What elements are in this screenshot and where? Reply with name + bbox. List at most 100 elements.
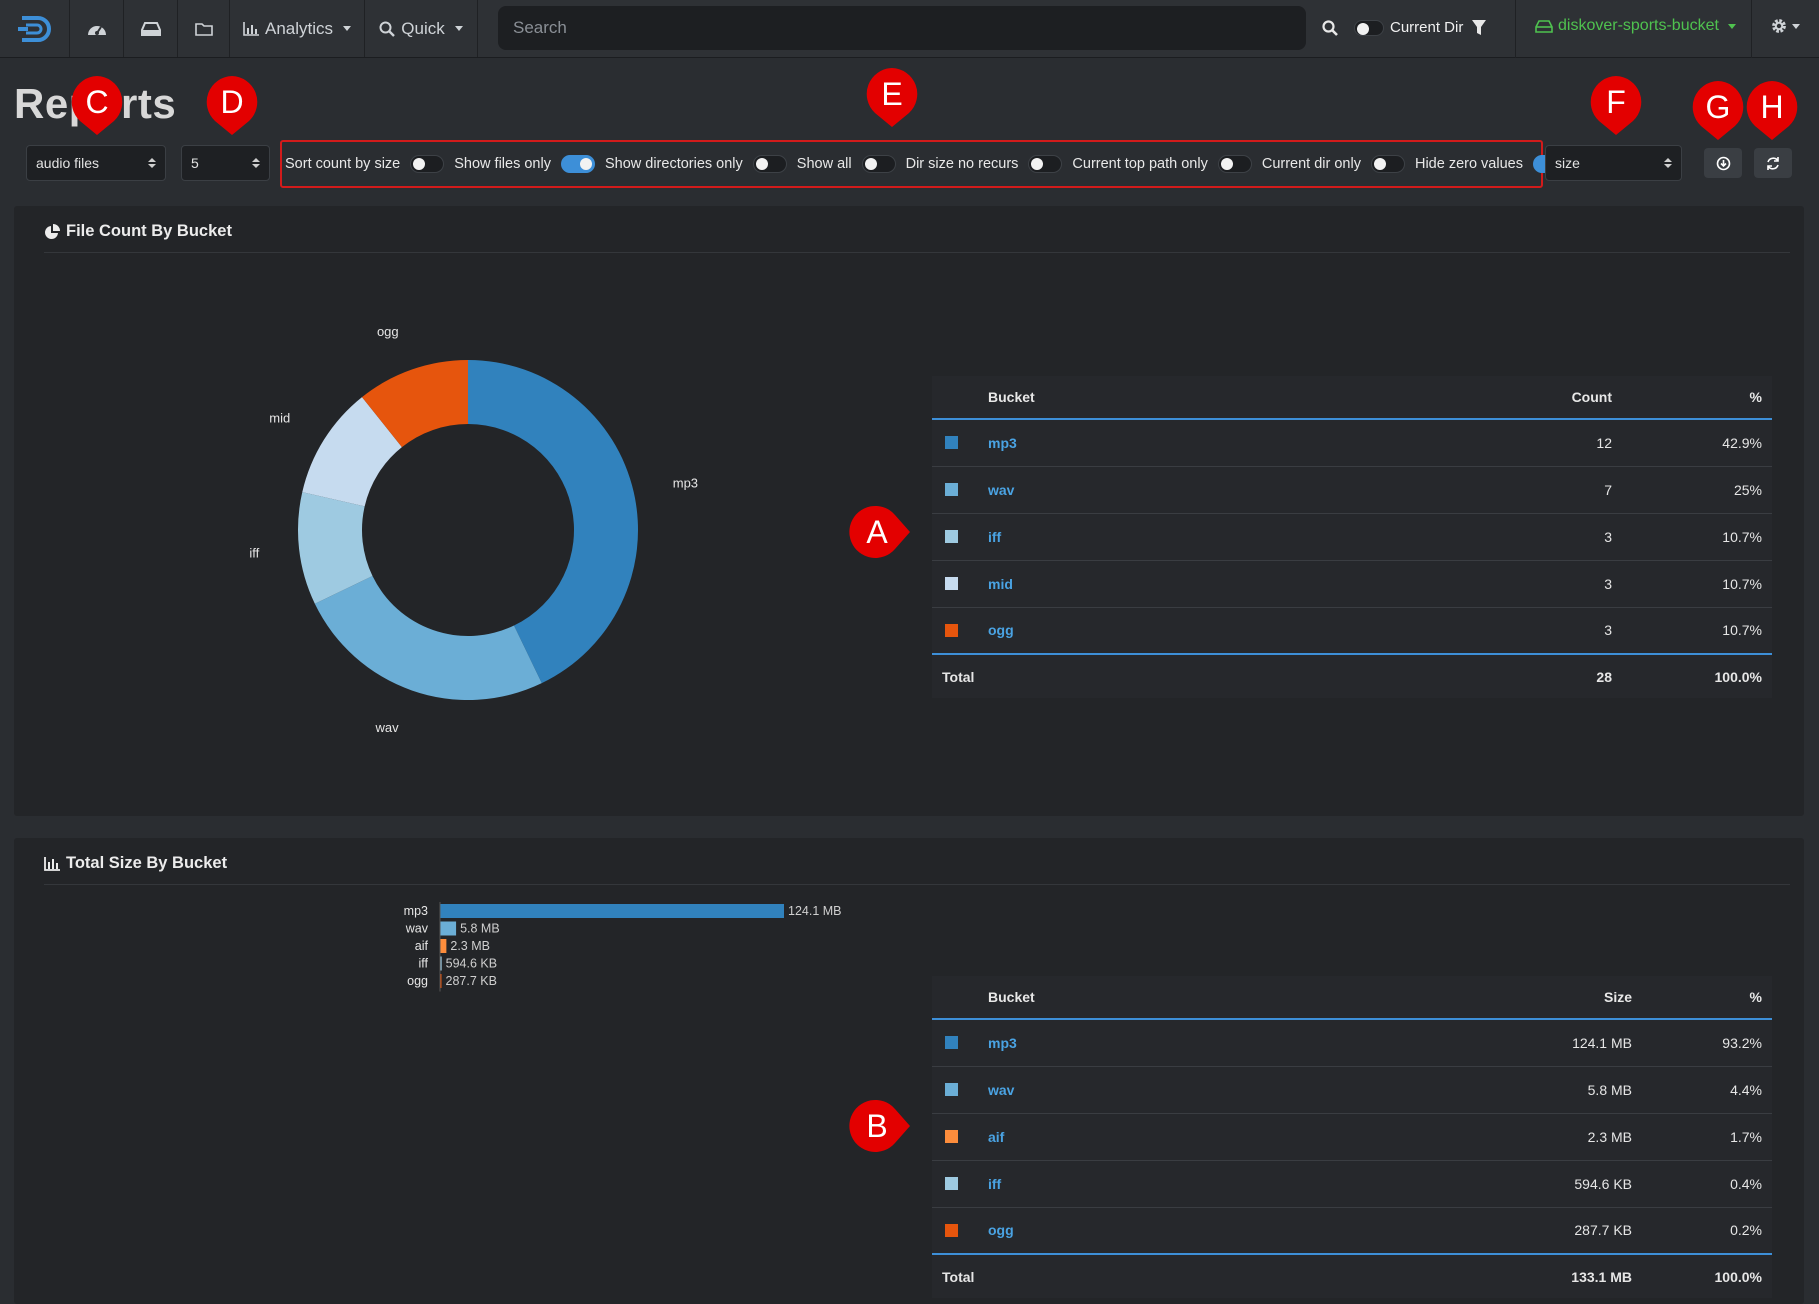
pct-cell: 25%	[1612, 466, 1772, 514]
value-cell: 124.1 MB	[1267, 1019, 1632, 1067]
table-row: mp3 124.1 MB 93.2%	[932, 1019, 1772, 1067]
report-type-select[interactable]: audio files	[26, 145, 166, 181]
pct-cell: 4.4%	[1632, 1066, 1772, 1114]
bar-mp3[interactable]	[440, 904, 784, 918]
filter-icon[interactable]	[1472, 20, 1486, 36]
option-toggle-switch[interactable]	[861, 155, 896, 173]
total-size-title: Total Size By Bucket	[66, 854, 228, 872]
donut-label: iff	[249, 546, 259, 561]
refresh-button[interactable]	[1754, 148, 1792, 178]
option-toggle[interactable]: Sort count by size	[285, 155, 445, 173]
bucket-link[interactable]: ogg	[988, 622, 1014, 639]
bar-value-label: 287.7 KB	[446, 974, 497, 988]
total-size-bar-chart: mp3 124.1 MB wav 5.8 MB aif 2.3 MB iff 594.6 KB…	[404, 902, 842, 992]
color-swatch	[945, 436, 958, 450]
pct-cell: 0.4%	[1632, 1160, 1772, 1208]
total-label: Total	[932, 1253, 1268, 1298]
table-row: wav 7 25%	[932, 466, 1772, 514]
value-cell: 594.6 KB	[1267, 1160, 1632, 1208]
sort-by-select[interactable]: size	[1545, 145, 1682, 181]
bucket-link[interactable]: iff	[988, 1175, 1002, 1192]
total-label: Total	[932, 653, 1323, 698]
option-toggle[interactable]: Current top path only	[1072, 155, 1252, 173]
refresh-icon	[1767, 156, 1779, 170]
total-size: 133.1 MB	[1267, 1253, 1632, 1298]
search-icon[interactable]	[1322, 20, 1338, 36]
option-toggle-label: Dir size no recurs	[905, 156, 1019, 172]
current-dir-switch[interactable]	[1354, 19, 1384, 36]
option-toggle[interactable]: Dir size no recurs	[906, 155, 1063, 173]
bar-value-label: 5.8 MB	[460, 922, 500, 936]
bucket-link[interactable]: mp3	[988, 1034, 1017, 1051]
bar-aif[interactable]	[440, 939, 447, 953]
donut-slice-mid[interactable]	[302, 397, 402, 507]
bucket-label: diskover-sports-bucket	[1558, 17, 1719, 34]
total-pct: 100.0%	[1612, 653, 1772, 698]
top-n-select[interactable]: 5	[181, 145, 270, 181]
donut-label: wav	[375, 720, 400, 735]
file-count-table: Bucket Count % mp3 12 42.9% wav 7 25% iff 3 10.7…	[932, 376, 1772, 698]
folder-icon	[194, 22, 213, 36]
option-toggle-switch[interactable]	[1217, 155, 1252, 173]
hdd-icon	[1535, 19, 1553, 33]
option-toggle-switch[interactable]	[410, 155, 445, 173]
dashboard-nav[interactable]	[70, 0, 124, 57]
annotation-marker-f: F	[1587, 73, 1645, 135]
option-toggle[interactable]: Current dir only	[1262, 155, 1405, 173]
bucket-link[interactable]: mid	[988, 575, 1013, 592]
size-column-header: Size	[1267, 976, 1632, 1020]
color-swatch	[945, 530, 958, 543]
option-toggle-switch[interactable]	[1370, 155, 1405, 173]
current-dir-toggle[interactable]: Current Dir	[1354, 19, 1463, 36]
bucket-link[interactable]: mp3	[988, 434, 1017, 451]
folder-nav[interactable]	[178, 0, 230, 57]
quick-label: Quick	[401, 18, 445, 38]
bar-category-label: ogg	[407, 974, 428, 988]
search-input[interactable]: Search	[498, 6, 1306, 50]
option-toggle[interactable]: Show all	[797, 155, 896, 173]
bucket-link[interactable]: aif	[988, 1128, 1005, 1145]
pct-cell: 0.2%	[1632, 1207, 1772, 1255]
bucket-selector[interactable]: diskover-sports-bucket	[1535, 17, 1736, 35]
option-toggle[interactable]: Show files only	[454, 155, 595, 173]
annotation-marker-b: B	[848, 1097, 910, 1155]
bucket-link[interactable]: ogg	[988, 1222, 1014, 1239]
settings-menu[interactable]	[1770, 17, 1800, 35]
option-toggle[interactable]: Show directories only	[605, 155, 787, 173]
option-toggle-switch[interactable]	[1028, 155, 1063, 173]
search-placeholder: Search	[513, 18, 567, 37]
option-toggle-label: Show files only	[454, 156, 551, 172]
download-button[interactable]	[1704, 148, 1742, 178]
annotation-marker-e: E	[863, 65, 921, 127]
report-options-toolbar: Sort count by size Show files only Show di…	[280, 140, 1567, 188]
diskover-logo[interactable]	[0, 0, 70, 57]
color-swatch	[945, 483, 958, 496]
option-toggle-switch[interactable]	[560, 155, 595, 173]
value-cell: 3	[1322, 607, 1612, 655]
table-row: ogg 287.7 KB 0.2%	[932, 1207, 1772, 1255]
donut-slice-ogg[interactable]	[362, 360, 468, 448]
option-toggle-switch[interactable]	[752, 155, 787, 173]
analytics-menu[interactable]: Analytics	[230, 0, 365, 57]
value-cell: 7	[1322, 466, 1612, 514]
storage-nav[interactable]	[124, 0, 178, 57]
annotation-marker-a: A	[848, 503, 910, 561]
bar-wav[interactable]	[440, 921, 457, 936]
table-row: mp3 12 42.9%	[932, 419, 1772, 467]
pct-cell: 10.7%	[1612, 607, 1772, 655]
bar-chart-icon	[243, 21, 259, 36]
color-swatch	[945, 623, 958, 637]
donut-slice-wav[interactable]	[314, 575, 542, 700]
donut-slice-iff[interactable]	[298, 492, 373, 604]
bucket-link[interactable]: wav	[988, 481, 1015, 498]
file-count-title: File Count By Bucket	[66, 222, 232, 240]
quick-menu[interactable]: Quick	[365, 0, 478, 57]
analytics-label: Analytics	[264, 18, 334, 38]
bucket-link[interactable]: iff	[988, 528, 1002, 545]
bar-iff[interactable]	[440, 956, 442, 971]
donut-slice-mp3[interactable]	[468, 360, 638, 684]
bucket-link[interactable]: wav	[988, 1081, 1015, 1098]
bar-ogg[interactable]	[440, 974, 442, 988]
donut-label: ogg	[377, 324, 399, 339]
table-row: wav 5.8 MB 4.4%	[932, 1066, 1772, 1114]
